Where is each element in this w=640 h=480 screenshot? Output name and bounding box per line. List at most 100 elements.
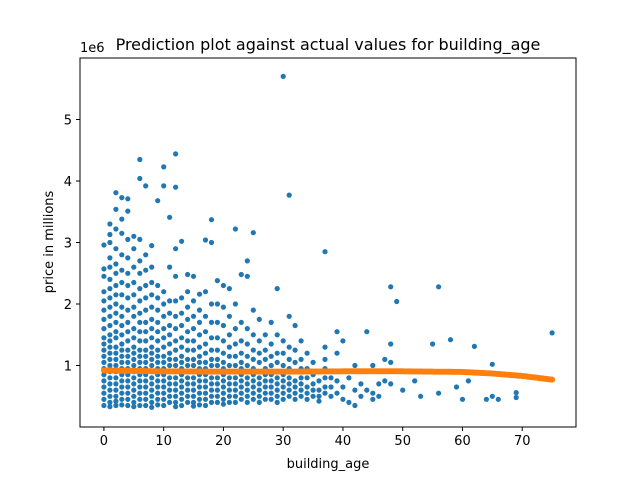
actual-point xyxy=(143,384,149,390)
actual-point xyxy=(190,393,197,399)
actual-point xyxy=(143,359,149,365)
actual-point xyxy=(208,393,215,399)
actual-point xyxy=(190,313,197,319)
actual-point xyxy=(250,378,256,384)
y-tick-label: 5 xyxy=(64,114,72,129)
actual-point xyxy=(143,307,149,313)
actual-point xyxy=(137,338,143,344)
actual-point xyxy=(262,332,268,338)
actual-point xyxy=(101,390,107,396)
actual-point xyxy=(196,319,203,325)
actual-point xyxy=(149,243,155,249)
actual-point xyxy=(274,375,280,381)
actual-point xyxy=(107,344,113,350)
actual-point xyxy=(149,399,155,405)
actual-point xyxy=(179,384,185,390)
actual-point xyxy=(322,375,328,381)
actual-point xyxy=(370,396,376,402)
actual-point xyxy=(143,252,149,258)
actual-point xyxy=(185,362,191,369)
actual-point xyxy=(256,350,262,356)
actual-point xyxy=(185,347,191,353)
actual-point xyxy=(238,396,244,402)
actual-point xyxy=(185,381,191,387)
actual-point xyxy=(238,338,244,344)
x-axis-label: building_age xyxy=(287,457,370,472)
actual-point xyxy=(214,393,220,399)
actual-point xyxy=(370,390,376,396)
actual-point xyxy=(155,282,161,289)
actual-point xyxy=(465,378,471,384)
actual-point xyxy=(167,387,173,393)
actual-point xyxy=(167,356,173,362)
actual-point xyxy=(119,313,125,319)
actual-point xyxy=(208,301,215,307)
actual-point xyxy=(149,362,155,369)
actual-point xyxy=(244,393,250,399)
actual-point xyxy=(202,396,209,402)
actual-point xyxy=(119,353,125,359)
actual-point xyxy=(167,298,173,304)
actual-point xyxy=(286,192,292,198)
actual-point xyxy=(179,344,185,350)
x-tick-label: 40 xyxy=(335,434,352,449)
actual-point xyxy=(149,393,155,399)
actual-point xyxy=(119,390,125,396)
y-tick-label: 4 xyxy=(64,175,72,190)
actual-point xyxy=(185,329,191,335)
actual-point xyxy=(382,378,388,384)
actual-point xyxy=(155,307,161,313)
actual-point xyxy=(471,343,477,349)
actual-point xyxy=(113,362,119,369)
actual-point xyxy=(167,362,173,369)
actual-point xyxy=(202,341,209,347)
actual-point xyxy=(190,387,197,393)
actual-point xyxy=(250,347,256,353)
actual-point xyxy=(208,362,215,369)
actual-point xyxy=(149,292,155,298)
actual-point xyxy=(137,319,143,325)
actual-point xyxy=(185,393,191,399)
actual-point xyxy=(202,289,209,295)
actual-point xyxy=(214,278,220,284)
actual-point xyxy=(107,276,113,282)
actual-point xyxy=(125,384,131,390)
actual-point xyxy=(131,264,137,270)
actual-point xyxy=(113,226,119,232)
actual-point xyxy=(220,304,226,310)
actual-point xyxy=(131,304,137,310)
actual-point xyxy=(173,399,179,405)
actual-point xyxy=(274,393,280,399)
actual-point xyxy=(280,396,286,402)
actual-point xyxy=(244,258,250,264)
actual-point xyxy=(280,378,286,384)
actual-point xyxy=(179,390,185,396)
actual-point xyxy=(220,390,226,396)
actual-point xyxy=(190,338,197,344)
actual-point xyxy=(113,393,119,399)
actual-point xyxy=(268,353,274,359)
x-tick-label: 10 xyxy=(155,434,172,449)
actual-point xyxy=(292,390,298,396)
actual-point xyxy=(352,387,358,393)
actual-point xyxy=(149,404,155,410)
actual-point xyxy=(155,295,161,301)
actual-point xyxy=(137,378,143,384)
actual-point xyxy=(310,387,316,393)
actual-point xyxy=(119,378,125,384)
actual-point xyxy=(208,387,215,393)
actual-point xyxy=(131,356,137,362)
x-tick-label: 20 xyxy=(215,434,232,449)
actual-point xyxy=(250,390,256,396)
actual-point xyxy=(179,238,185,244)
actual-point xyxy=(388,284,394,290)
actual-point xyxy=(179,310,185,316)
actual-point xyxy=(244,273,250,279)
actual-point xyxy=(143,353,149,359)
actual-point xyxy=(161,396,167,402)
actual-point xyxy=(131,350,137,356)
predicted-values-series xyxy=(100,367,556,383)
actual-point xyxy=(107,332,113,338)
actual-point xyxy=(232,375,238,381)
actual-point xyxy=(143,282,149,289)
